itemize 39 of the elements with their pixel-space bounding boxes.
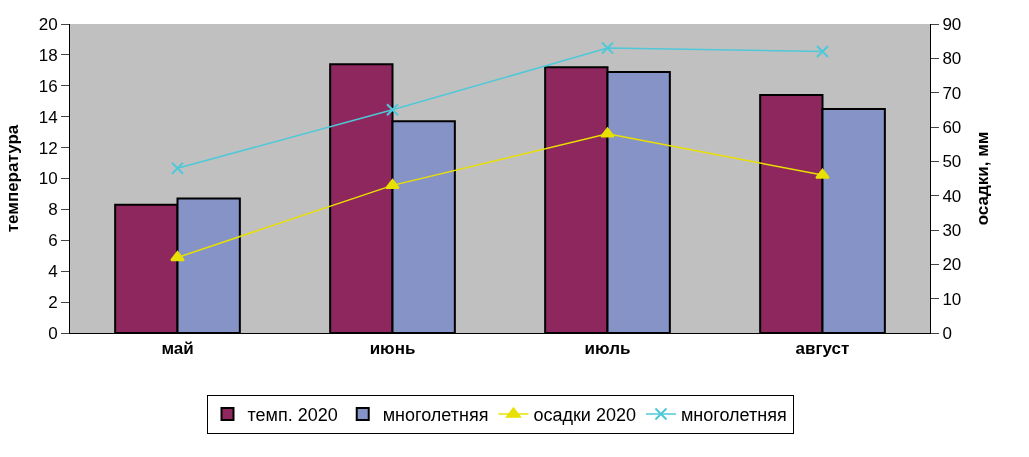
- y-tick-label: 8: [48, 200, 58, 220]
- point: [385, 178, 400, 190]
- y2-tick-label: 60: [942, 117, 962, 137]
- legend-label: темп. 2020: [247, 405, 338, 426]
- y-tick-label: 12: [38, 138, 58, 158]
- y2-tick-label: 20: [942, 255, 962, 275]
- point: [170, 250, 185, 262]
- y2-tick-label: 0: [942, 323, 952, 343]
- x-tick-label: июнь: [369, 339, 416, 359]
- legend-label: осадки 2020: [533, 405, 636, 426]
- y2-tick-label: 30: [942, 220, 962, 240]
- y2-tick-label: 40: [942, 186, 962, 206]
- y-tick-label: 16: [38, 76, 58, 96]
- y2-axis-title: осадки, мм: [972, 131, 992, 226]
- y-tick-label: 18: [38, 45, 58, 65]
- y2-tick-label: 50: [942, 152, 962, 172]
- point: [171, 161, 184, 175]
- y-tick-label: 14: [38, 107, 58, 127]
- y-tick-label: 10: [38, 169, 58, 189]
- y-axis-title: температура: [3, 124, 23, 233]
- y-tick-label: 0: [48, 323, 58, 343]
- point: [816, 44, 829, 58]
- y-tick-label: 2: [48, 293, 58, 313]
- y-tick-label: 20: [38, 14, 58, 34]
- x-tick-label: июль: [584, 339, 631, 359]
- y2-tick-label: 70: [942, 83, 962, 103]
- y-tick-label: 6: [48, 231, 58, 251]
- legend-label: многолетняя: [382, 405, 489, 426]
- x-tick-label: май: [161, 339, 194, 359]
- point: [601, 41, 614, 55]
- point: [600, 127, 615, 138]
- point: [386, 103, 399, 117]
- point: [815, 168, 830, 179]
- y2-tick-label: 90: [942, 14, 962, 34]
- y2-tick-label: 10: [942, 289, 962, 309]
- x-tick-label: август: [795, 339, 850, 359]
- legend-label: многолетняя: [680, 405, 787, 426]
- y2-tick-label: 80: [942, 49, 962, 69]
- y-tick-label: 4: [48, 262, 58, 282]
